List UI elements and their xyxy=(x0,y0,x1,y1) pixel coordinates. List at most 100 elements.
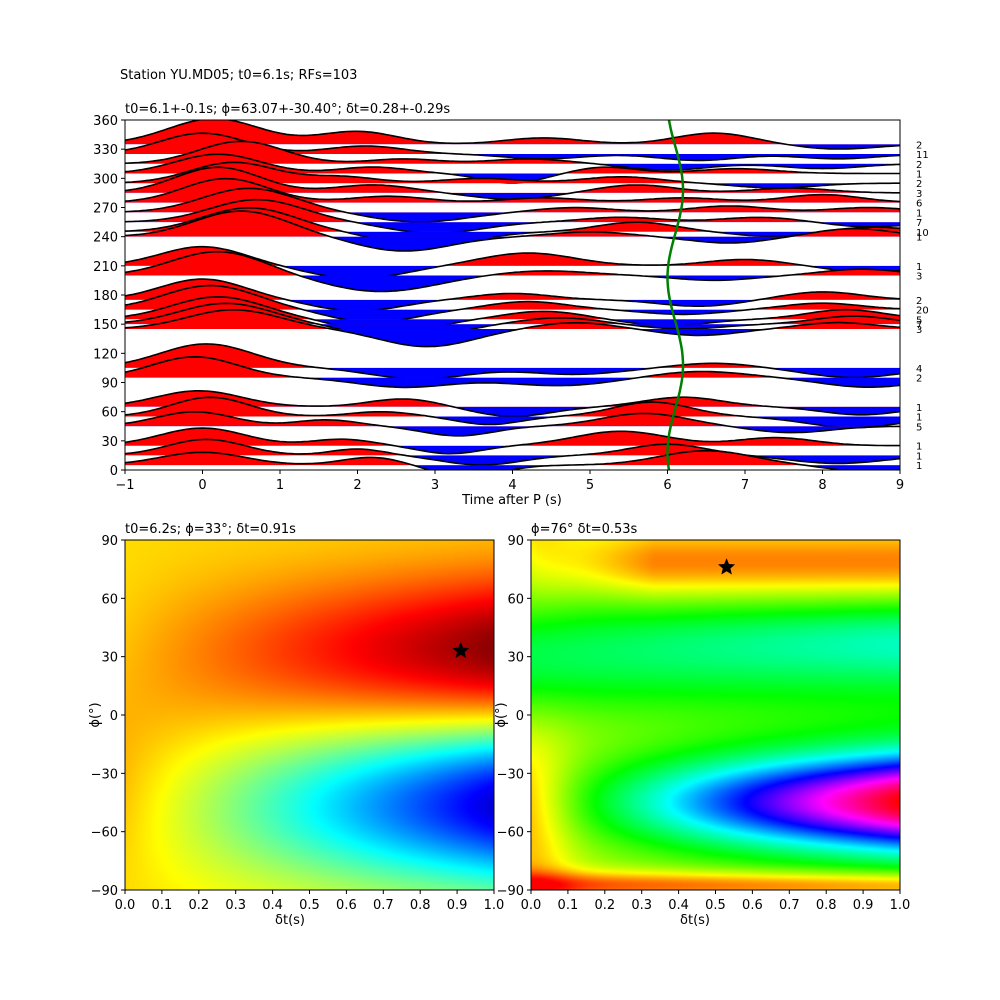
trace-positive-fill xyxy=(125,356,779,378)
trace-negative-fill xyxy=(125,192,900,200)
trace-count: 1 xyxy=(916,208,922,219)
y-tick-label: 90 xyxy=(507,534,524,549)
x-tick-label: 4 xyxy=(508,478,516,493)
trace-line xyxy=(125,187,900,223)
x-tick-label: 0.8 xyxy=(410,898,431,913)
y-tick-label: 60 xyxy=(101,592,118,607)
x-tick-label: 0.7 xyxy=(779,898,800,913)
x-tick-label: 2 xyxy=(353,478,361,493)
x-tick-label: 0.8 xyxy=(816,898,837,913)
trace-count: 1 xyxy=(916,233,922,244)
trace-count: 7 xyxy=(916,320,922,331)
x-tick-label: 0.1 xyxy=(558,898,579,913)
trace-negative-area xyxy=(125,144,900,149)
trace-count: 6 xyxy=(916,199,922,210)
trace-negative-fill xyxy=(125,455,900,465)
x-tick-label: 0.2 xyxy=(594,898,615,913)
x-tick-label: 0.4 xyxy=(668,898,689,913)
x-tick-label: 1.0 xyxy=(484,898,505,913)
trace-line xyxy=(125,284,900,324)
y-tick-label: 90 xyxy=(101,534,118,549)
y-tick-label: 0 xyxy=(110,709,118,724)
y-tick-label: 60 xyxy=(507,592,524,607)
trace-line xyxy=(125,120,900,150)
left-x-axis-label: δt(s) xyxy=(275,913,305,928)
right-heatmap xyxy=(531,540,900,890)
trace-count: 11 xyxy=(916,150,929,161)
trace-negative-fill xyxy=(125,163,900,171)
trace-positive-area xyxy=(125,188,900,213)
trace-negative-fill xyxy=(125,329,900,347)
right-panel-title: ϕ=76° δt=0.53s xyxy=(531,522,638,537)
top-x-axis-label: Time after P (s) xyxy=(461,493,562,508)
y-tick-label: −90 xyxy=(497,884,524,899)
y-tick-label: 210 xyxy=(93,260,118,275)
trace-negative-area xyxy=(125,426,900,436)
x-tick-label: 0.2 xyxy=(188,898,209,913)
trace-negative-fill xyxy=(443,173,900,183)
trace-line xyxy=(125,302,900,341)
trace-count: 1 xyxy=(916,461,922,472)
trace-positive-fill xyxy=(125,246,900,266)
trace-layer xyxy=(125,120,900,470)
trace-positive-area xyxy=(125,251,900,276)
left-heatmap xyxy=(125,540,494,890)
right-x-axis-label: δt(s) xyxy=(680,913,710,928)
misfit-panel-left: t0=6.2s; ϕ=33°; δt=0.91s 0.0 0.1 0.2 0.3 0.4… xyxy=(88,522,504,928)
trace-negative-area xyxy=(125,465,900,470)
trace-negative-fill xyxy=(394,445,514,454)
y-tick-label: 330 xyxy=(93,143,118,158)
right-x-ticks: 0.0 0.1 0.2 0.3 0.4 0.5 0.6 0.7 0.8 0.9 1.0 xyxy=(521,890,911,913)
y-tick-label: 0 xyxy=(110,464,118,479)
trace-negative-fill xyxy=(354,222,900,234)
trace-line xyxy=(125,438,900,466)
y-tick-label: 240 xyxy=(93,231,118,246)
trace-positive-area xyxy=(125,428,900,446)
trace-negative-fill xyxy=(125,367,900,380)
trace-count: 5 xyxy=(916,315,922,326)
x-tick-label: 0.9 xyxy=(853,898,874,913)
trace-negative-area xyxy=(125,455,900,465)
trace-positive-fill xyxy=(125,162,900,184)
star-marker xyxy=(452,641,470,659)
star-marker xyxy=(718,558,736,575)
trace-positive-area xyxy=(125,246,900,266)
trace-positive-fill xyxy=(125,251,900,276)
x-tick-label: 8 xyxy=(818,478,826,493)
trace-count: 1 xyxy=(916,442,922,453)
trace-negative-fill xyxy=(287,299,758,311)
best-fit-star-left xyxy=(452,641,470,659)
trace-line xyxy=(125,411,900,437)
trace-count: 3 xyxy=(916,189,922,200)
y-tick-label: −60 xyxy=(497,826,524,841)
x-tick-label: 1.0 xyxy=(890,898,911,913)
trace-negative-area xyxy=(443,173,900,183)
t0-curve xyxy=(666,120,685,470)
y-tick-label: 0 xyxy=(516,709,524,724)
trace-line xyxy=(125,177,900,203)
x-tick-label: 0.1 xyxy=(152,898,173,913)
y-tick-label: 270 xyxy=(93,202,118,217)
left-panel-title: t0=6.2s; ϕ=33°; δt=0.91s xyxy=(125,522,296,537)
trace-line xyxy=(125,427,900,455)
y-tick-label: −30 xyxy=(91,767,118,782)
top-panel-title: t0=6.1+-0.1s; ϕ=63.07+-30.40°; δt=0.28+-… xyxy=(125,102,450,117)
trace-count: 2 xyxy=(916,140,922,151)
y-tick-label: 60 xyxy=(101,406,118,421)
trace-count: 1 xyxy=(916,403,922,414)
trace-count: 7 xyxy=(916,218,922,229)
trace-positive-area xyxy=(125,162,900,184)
trace-line xyxy=(125,343,900,380)
x-tick-label: 7 xyxy=(741,478,749,493)
x-tick-label: −1 xyxy=(115,478,134,493)
x-tick-label: 0.0 xyxy=(521,898,542,913)
trace-negative-area xyxy=(302,309,750,323)
trace-count: 10 xyxy=(916,228,929,239)
trace-negative-area xyxy=(125,236,900,251)
trace-line xyxy=(125,245,900,280)
y-tick-label: 360 xyxy=(93,114,118,129)
y-tick-label: 300 xyxy=(93,172,118,187)
trace-count: 20 xyxy=(916,306,929,317)
receiver-function-panel: t0=6.1+-0.1s; ϕ=63.07+-30.40°; δt=0.28+-… xyxy=(93,102,929,508)
